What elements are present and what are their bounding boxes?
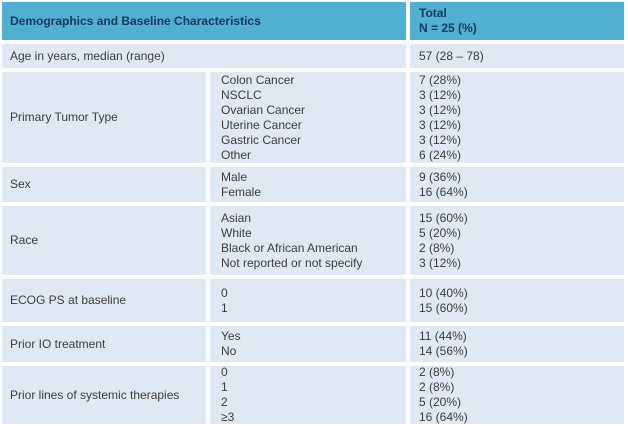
row-sublabels: 0 1 2 ≥3 xyxy=(221,366,235,424)
row-values: 11 (44%) 14 (56%) xyxy=(419,329,468,358)
row-sublabel-cell: Asian White Black or African American No… xyxy=(210,206,406,275)
row-sublabel-cell: Colon Cancer NSCLC Ovarian Cancer Uterin… xyxy=(210,72,406,163)
row-label: Race xyxy=(10,233,39,247)
row-label: Age in years, median (range) xyxy=(10,48,165,63)
row-value-cell: 7 (28%) 3 (12%) 3 (12%) 3 (12%) 3 (12%) … xyxy=(410,72,624,163)
row-label-cell: Sex xyxy=(2,167,206,202)
row-values: 9 (36%) 16 (64%) xyxy=(419,169,468,199)
row-sublabels: Asian White Black or African American No… xyxy=(221,210,363,270)
row-label-cell: Age in years, median (range) xyxy=(2,44,406,68)
table-row-age: Age in years, median (range) 57 (28 – 78… xyxy=(2,44,624,68)
row-value-cell: 9 (36%) 16 (64%) xyxy=(410,167,624,202)
row-label: Prior lines of systemic therapies xyxy=(10,387,180,402)
row-sublabels: Yes No xyxy=(221,329,241,358)
row-sublabel-cell: 0 1 xyxy=(210,279,406,322)
row-sublabel-cell: Yes No xyxy=(210,326,406,362)
row-sublabels: 0 1 xyxy=(221,285,228,315)
row-value-cell: 11 (44%) 14 (56%) xyxy=(410,326,624,362)
row-values: 2 (8%) 2 (8%) 5 (20%) 16 (64%) xyxy=(419,366,468,424)
header-cell-total: Total N = 25 (%) xyxy=(410,2,624,40)
row-label: ECOG PS at baseline xyxy=(10,293,127,307)
row-sublabels: Male Female xyxy=(221,169,262,199)
row-sublabel-cell: 0 1 2 ≥3 xyxy=(210,366,406,424)
row-values: 15 (60%) 5 (20%) 2 (8%) 3 (12%) xyxy=(419,210,468,270)
row-label: Sex xyxy=(10,177,31,191)
row-label-cell: Prior IO treatment xyxy=(2,326,206,362)
row-label: Primary Tumor Type xyxy=(10,110,118,124)
row-sublabel-cell: Male Female xyxy=(210,167,406,202)
header-characteristics-label: Demographics and Baseline Characteristic… xyxy=(10,13,261,28)
row-label-cell: ECOG PS at baseline xyxy=(2,279,206,322)
header-n-label: N = 25 (%) xyxy=(419,21,477,35)
table-row-prior-lines-systemic-therapies: Prior lines of systemic therapies 0 1 2 … xyxy=(2,366,624,424)
row-values: 7 (28%) 3 (12%) 3 (12%) 3 (12%) 3 (12%) … xyxy=(419,72,462,162)
row-label-cell: Prior lines of systemic therapies xyxy=(2,366,206,424)
row-value-cell: 10 (40%) 15 (60%) xyxy=(410,279,624,322)
table-row-primary-tumor-type: Primary Tumor Type Colon Cancer NSCLC Ov… xyxy=(2,72,624,163)
row-values: 10 (40%) 15 (60%) xyxy=(419,285,468,315)
table-row-prior-io-treatment: Prior IO treatment Yes No 11 (44%) 14 (5… xyxy=(2,326,624,362)
table-row-ecog-ps: ECOG PS at baseline 0 1 10 (40%) 15 (60%… xyxy=(2,279,624,322)
row-value-cell: 15 (60%) 5 (20%) 2 (8%) 3 (12%) xyxy=(410,206,624,275)
header-cell-characteristics: Demographics and Baseline Characteristic… xyxy=(2,2,406,40)
table-header-row: Demographics and Baseline Characteristic… xyxy=(2,2,624,40)
row-value-cell: 2 (8%) 2 (8%) 5 (20%) 16 (64%) xyxy=(410,366,624,424)
header-total-label: Total xyxy=(419,6,447,20)
table-row-race: Race Asian White Black or African Americ… xyxy=(2,206,624,275)
row-label-cell: Primary Tumor Type xyxy=(2,72,206,163)
row-sublabels: Colon Cancer NSCLC Ovarian Cancer Uterin… xyxy=(221,72,306,162)
table-row-sex: Sex Male Female 9 (36%) 16 (64%) xyxy=(2,167,624,202)
row-values: 57 (28 – 78) xyxy=(419,48,484,63)
row-label-cell: Race xyxy=(2,206,206,275)
row-value-cell: 57 (28 – 78) xyxy=(410,44,624,68)
row-label: Prior IO treatment xyxy=(10,336,106,351)
